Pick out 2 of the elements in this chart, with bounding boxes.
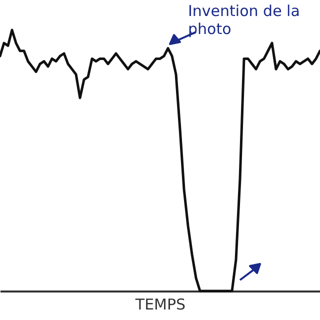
x-axis-title: TEMPS xyxy=(134,296,186,314)
annotation: Invention de la photo xyxy=(188,2,301,38)
